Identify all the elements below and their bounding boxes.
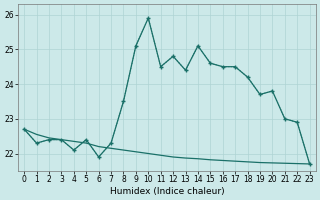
X-axis label: Humidex (Indice chaleur): Humidex (Indice chaleur) (109, 187, 224, 196)
